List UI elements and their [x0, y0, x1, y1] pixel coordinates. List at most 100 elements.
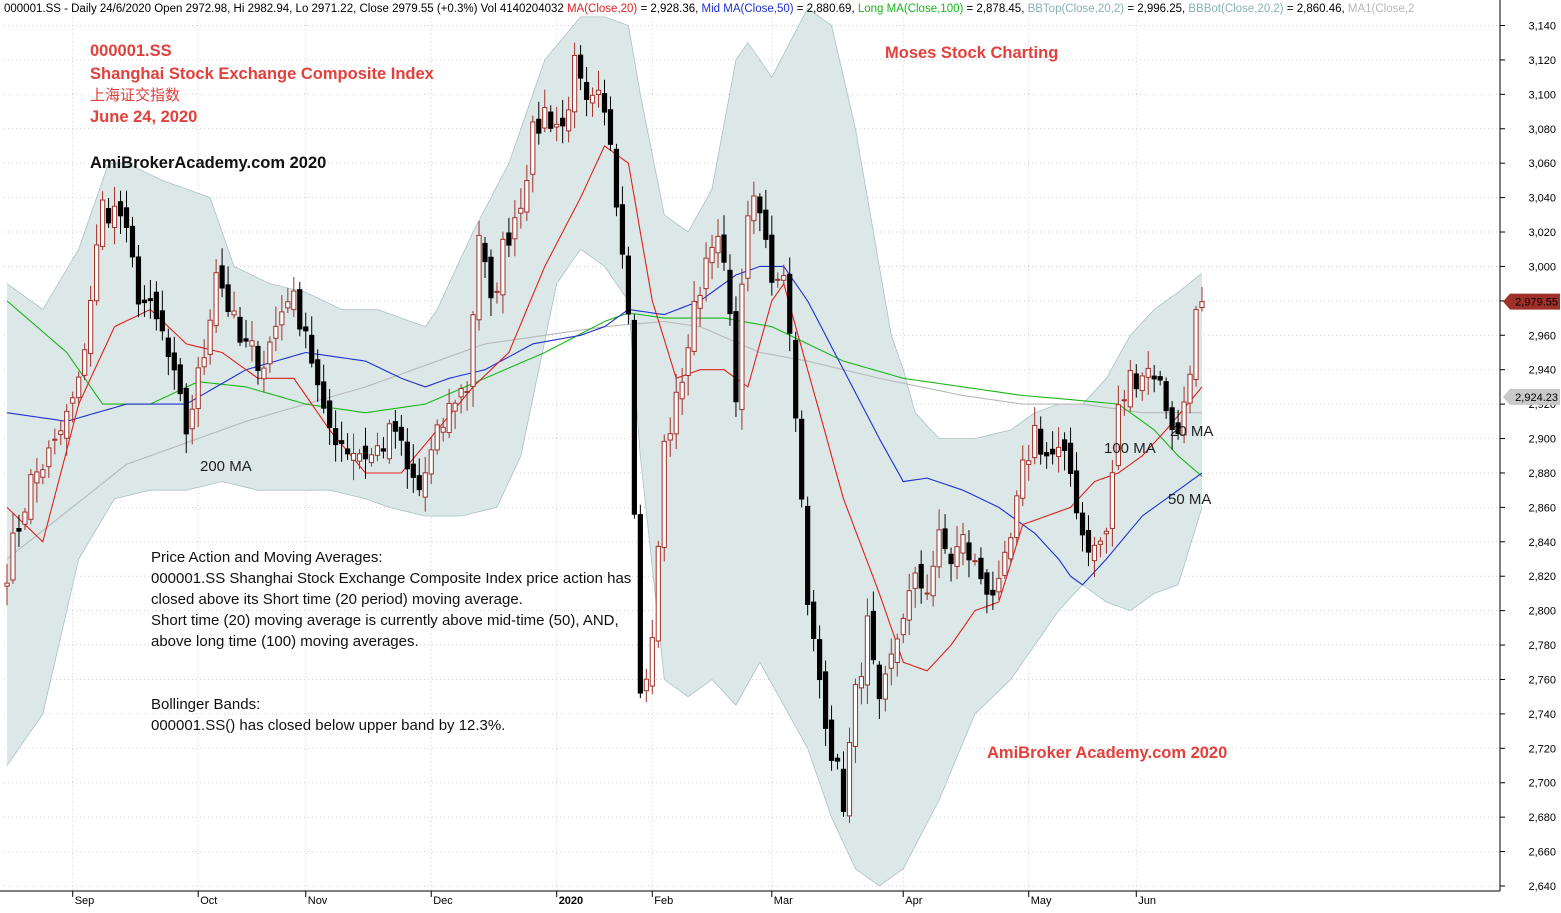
candle — [1121, 390, 1127, 416]
candle — [560, 99, 566, 144]
candle — [458, 384, 464, 414]
candle — [1032, 407, 1038, 465]
header-segment: = 2,860.46, — [1284, 3, 1348, 15]
candle — [589, 87, 596, 117]
candle — [1157, 370, 1163, 386]
price-action-line-1: 000001.SS Shanghai Stock Exchange Compos… — [151, 570, 631, 587]
candle — [392, 410, 398, 449]
candle — [673, 373, 679, 450]
candle — [76, 371, 82, 405]
brand-bottom-label: AmiBroker Academy.com 2020 — [987, 744, 1227, 762]
candle — [572, 42, 578, 129]
candle — [751, 181, 757, 234]
candle — [279, 295, 285, 341]
candle — [500, 231, 506, 314]
candle — [482, 237, 488, 279]
candle — [769, 215, 775, 296]
x-tick-label: Jun — [1138, 895, 1156, 907]
candle — [261, 350, 267, 393]
ma100-label: 100 MA — [1104, 440, 1156, 457]
candle — [470, 311, 476, 407]
candle — [787, 257, 793, 352]
header-segment: = 2,996.25, — [1124, 3, 1188, 15]
candle — [195, 356, 201, 428]
candle — [655, 540, 661, 648]
candle — [924, 574, 930, 601]
candle — [536, 101, 542, 145]
y-tick-label: 2,780 — [1528, 640, 1556, 652]
candle — [356, 449, 363, 470]
candle — [1175, 409, 1181, 440]
candle — [416, 458, 422, 497]
candle — [846, 727, 853, 824]
candle — [1133, 364, 1139, 398]
candle — [679, 368, 685, 415]
header-segment: MA(Close,20) — [567, 3, 637, 15]
y-tick-label: 2,800 — [1528, 606, 1556, 618]
candle — [1109, 459, 1115, 547]
candle — [333, 410, 339, 462]
candle — [1020, 445, 1026, 506]
candle — [34, 458, 40, 503]
bollinger-title: Bollinger Bands: — [151, 696, 260, 713]
header-segment: 000001.SS - Daily 24/6/2020 Open 2972.98… — [4, 3, 567, 15]
candle — [231, 291, 237, 319]
candle — [637, 504, 643, 699]
y-tick-label: 3,140 — [1528, 21, 1556, 33]
candle — [309, 316, 315, 368]
candle — [1151, 365, 1157, 393]
candle — [171, 336, 177, 390]
candle — [834, 753, 841, 770]
candle — [607, 96, 614, 151]
candle — [739, 268, 745, 430]
y-tick-label: 2,700 — [1528, 778, 1556, 790]
candle — [1061, 432, 1068, 471]
header-segment: = 2,880.69, — [794, 3, 858, 15]
candle — [870, 591, 876, 665]
candle — [344, 433, 351, 460]
x-tick-label: Sep — [75, 895, 95, 907]
candle — [578, 45, 584, 91]
candle — [715, 219, 721, 269]
candle — [763, 189, 769, 249]
candle — [1115, 385, 1121, 470]
candle — [165, 328, 171, 376]
candle — [876, 661, 882, 719]
candle — [799, 410, 805, 508]
x-tick-label: Dec — [433, 895, 453, 907]
candle — [506, 217, 512, 258]
x-tick-label: Oct — [200, 895, 217, 907]
y-tick-label: 3,060 — [1528, 158, 1556, 170]
candle — [996, 560, 1002, 601]
header-segment: BBTop(Close,20,2) — [1028, 3, 1125, 15]
candle — [1169, 401, 1175, 450]
y-tick-label: 3,080 — [1528, 124, 1556, 136]
candle — [10, 513, 16, 584]
candle — [117, 190, 124, 234]
candle — [70, 391, 76, 423]
candle — [727, 254, 733, 326]
svg-text:2,979.55: 2,979.55 — [1515, 297, 1558, 309]
bollinger-lower-line — [6, 248, 1203, 887]
candle — [494, 282, 500, 304]
candle — [339, 421, 345, 462]
candle — [255, 340, 261, 385]
candle — [954, 526, 960, 580]
candle — [643, 668, 649, 703]
candle — [900, 613, 906, 644]
candle — [601, 79, 608, 126]
y-tick-label: 2,840 — [1528, 537, 1556, 549]
ma50-line — [6, 265, 1203, 586]
candle — [303, 312, 309, 349]
candle — [58, 420, 64, 446]
candle — [476, 220, 482, 331]
ma100-line — [6, 300, 1203, 477]
price-flag-layer: 2,979.55 2,924.23 — [1503, 293, 1560, 405]
candle — [321, 364, 327, 414]
y-tick-label: 2,720 — [1528, 743, 1556, 755]
candle — [613, 143, 620, 217]
candle — [1014, 490, 1020, 545]
candle — [661, 434, 667, 562]
date-label: June 24, 2020 — [90, 108, 197, 126]
candle — [524, 164, 530, 222]
